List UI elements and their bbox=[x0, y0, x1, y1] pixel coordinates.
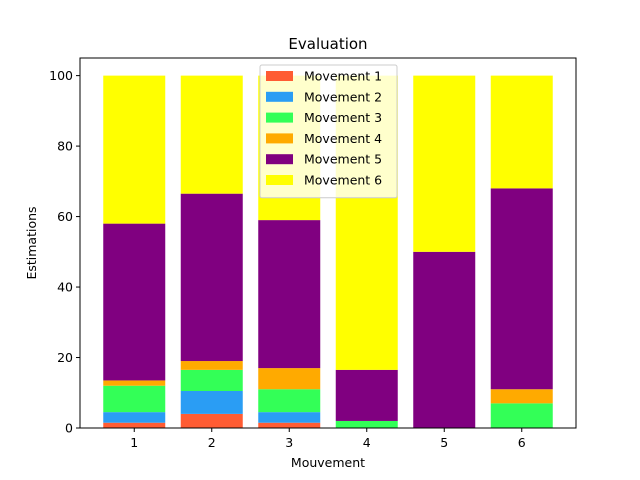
bar-segment bbox=[180, 75, 243, 194]
legend-label: Movement 3 bbox=[304, 110, 382, 125]
bar-segment bbox=[180, 369, 243, 391]
y-tick-label: 100 bbox=[49, 68, 73, 83]
bar-segment bbox=[335, 369, 398, 421]
x-tick-label: 6 bbox=[518, 435, 526, 450]
legend-swatch bbox=[266, 71, 293, 81]
legend-label: Movement 5 bbox=[304, 152, 382, 167]
x-axis-label: Mouvement bbox=[291, 455, 365, 470]
legend: Movement 1 Movement 2 Movement 3 Movement 4… bbox=[259, 64, 398, 199]
x-tick-label: 1 bbox=[130, 435, 138, 450]
bar-segment bbox=[103, 380, 166, 386]
legend-label: Movement 2 bbox=[304, 89, 382, 104]
bar-segment bbox=[490, 403, 553, 428]
legend-label: Movement 1 bbox=[304, 69, 382, 84]
legend-swatch bbox=[266, 112, 293, 123]
bar-segment bbox=[180, 361, 243, 370]
x-tick-label: 3 bbox=[285, 435, 293, 450]
x-tick-label: 5 bbox=[440, 435, 448, 450]
x-axis-ticks: 1 2 3 4 5 6 bbox=[130, 428, 526, 450]
y-tick-label: 20 bbox=[57, 350, 73, 365]
legend-swatch bbox=[266, 133, 293, 144]
bar-segment bbox=[258, 220, 321, 369]
bar-segment bbox=[413, 75, 476, 252]
plot-frame bbox=[79, 57, 577, 429]
bar-segment bbox=[335, 420, 398, 428]
bar-segment bbox=[180, 391, 243, 414]
bar-segment bbox=[413, 251, 476, 428]
bar-segment bbox=[490, 75, 553, 189]
legend-swatch bbox=[266, 175, 293, 185]
y-axis-ticks: 0 20 40 60 80 100 bbox=[49, 68, 80, 436]
bar-segment bbox=[258, 422, 321, 428]
bar-segment bbox=[490, 188, 553, 390]
bar-segment bbox=[103, 75, 166, 224]
y-tick-label: 80 bbox=[57, 139, 73, 154]
legend-label: Movement 6 bbox=[304, 173, 382, 188]
legend-box bbox=[259, 64, 398, 199]
legend-swatch bbox=[266, 91, 293, 102]
x-tick-label: 2 bbox=[208, 435, 216, 450]
bar-segment bbox=[490, 389, 553, 404]
legend-label: Movement 4 bbox=[304, 131, 382, 146]
legend-swatch bbox=[266, 154, 293, 165]
y-axis-label: Estimations bbox=[24, 206, 39, 279]
bar-segment bbox=[103, 422, 166, 428]
bar-segment bbox=[103, 412, 166, 423]
chart-title: Evaluation bbox=[288, 35, 367, 53]
bar-segment bbox=[258, 368, 321, 390]
bar-segment bbox=[180, 193, 243, 362]
bar-segment bbox=[103, 223, 166, 381]
bar-segment bbox=[103, 385, 166, 413]
bar-segment bbox=[258, 389, 321, 413]
bar-segment bbox=[258, 412, 321, 423]
y-tick-label: 60 bbox=[57, 209, 73, 224]
y-tick-label: 40 bbox=[57, 280, 73, 295]
bar-segment bbox=[180, 413, 243, 428]
x-tick-label: 4 bbox=[363, 435, 371, 450]
y-tick-label: 0 bbox=[65, 421, 73, 436]
